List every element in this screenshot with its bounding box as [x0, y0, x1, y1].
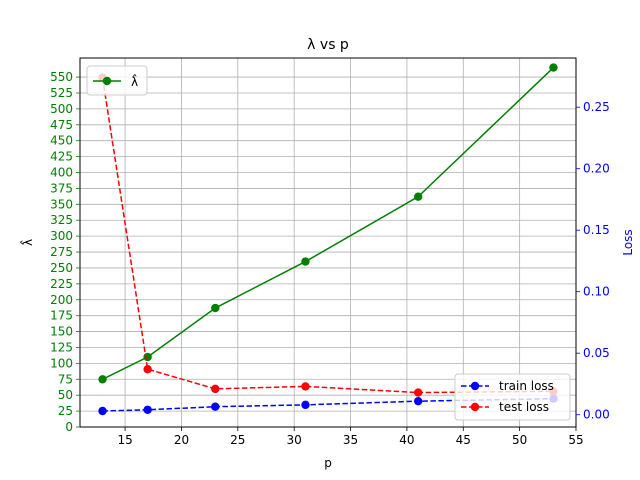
- data-point: [301, 400, 310, 410]
- y-left-tick-label: 450: [50, 134, 73, 148]
- y-left-tick-label: 375: [50, 181, 73, 195]
- legend-label: test loss: [499, 400, 549, 414]
- y-left-tick-label: 175: [50, 309, 73, 323]
- legend-label: λ̂: [131, 73, 138, 89]
- y-left-tick-label: 400: [50, 166, 73, 180]
- y-left-tick-label: 525: [50, 86, 73, 100]
- y-left-tick-label: 325: [50, 213, 73, 227]
- x-tick-label: 35: [343, 433, 358, 447]
- y-right-tick-label: 0.10: [583, 285, 610, 299]
- chart-title: λ vs p: [307, 37, 349, 53]
- data-point: [98, 406, 107, 416]
- legend-marker: [470, 402, 480, 412]
- y-right-tick-label: 0.15: [583, 223, 610, 237]
- x-tick-label: 15: [117, 433, 132, 447]
- plot-frame: [79, 57, 577, 428]
- data-point: [413, 396, 423, 406]
- legend-label: train loss: [499, 379, 554, 393]
- y-left-tick-label: 425: [50, 150, 73, 164]
- axis-layer: 15 20 25 30 35 40 45 50 550255075100125150175200…: [50, 70, 610, 447]
- x-tick-label: 55: [568, 433, 583, 447]
- legend-box: [454, 373, 571, 421]
- data-point: [413, 192, 423, 201]
- y-left-tick-label: 275: [50, 245, 73, 259]
- y-left-tick-label: 25: [58, 404, 73, 418]
- data-point: [98, 375, 107, 384]
- y-left-tick-label: 150: [50, 325, 73, 339]
- x-tick-label: 40: [399, 433, 414, 447]
- data-point: [211, 384, 220, 394]
- series-line: [101, 77, 554, 394]
- series-layer: [98, 63, 558, 416]
- y-left-tick-label: 100: [50, 356, 73, 370]
- y-right-tick-label: 0.05: [583, 346, 610, 360]
- x-tick-label: 20: [174, 433, 189, 447]
- data-point: [301, 382, 310, 391]
- series-line: [102, 67, 554, 380]
- legend-lambda: λ̂: [86, 65, 148, 96]
- legend-marker: [470, 381, 480, 391]
- y-left-tick-label: 300: [50, 229, 73, 243]
- y-left-tick-label: 475: [50, 118, 73, 132]
- data-point: [143, 405, 152, 414]
- series-line: [102, 397, 554, 412]
- y-left-tick-label: 125: [50, 340, 73, 354]
- y-left-tick-label: 75: [58, 372, 73, 386]
- data-point: [143, 352, 152, 362]
- x-tick-label: 45: [456, 433, 471, 447]
- legend-loss: train loss test loss: [454, 373, 571, 421]
- data-point: [549, 63, 558, 72]
- y-left-tick-label: 500: [50, 102, 73, 116]
- y-right-tick-label: 0.25: [583, 100, 610, 114]
- y-left-tick-label: 225: [50, 277, 73, 291]
- y-right-tick-label: 0.00: [583, 408, 610, 422]
- y-left-tick-label: 200: [50, 293, 73, 307]
- x-tick-label: 25: [230, 433, 245, 447]
- x-axis-label: p: [324, 456, 332, 470]
- x-tick-label: 30: [287, 433, 302, 447]
- y-left-axis-label: λ̂: [19, 239, 35, 246]
- x-tick-label: 50: [512, 433, 527, 447]
- y-left-tick-label: 350: [50, 197, 73, 211]
- y-right-axis-label: Loss: [621, 229, 635, 255]
- data-point: [413, 388, 423, 397]
- y-left-tick-label: 50: [58, 388, 73, 402]
- y-right-tick-label: 0.20: [583, 162, 610, 176]
- y-left-tick-label: 0: [65, 420, 73, 434]
- data-point: [143, 364, 152, 374]
- data-point: [211, 402, 220, 411]
- y-left-tick-label: 250: [50, 261, 73, 275]
- legend-marker: [102, 76, 112, 86]
- data-point: [301, 257, 310, 266]
- y-left-tick-label: 550: [50, 70, 73, 84]
- data-point: [211, 303, 220, 313]
